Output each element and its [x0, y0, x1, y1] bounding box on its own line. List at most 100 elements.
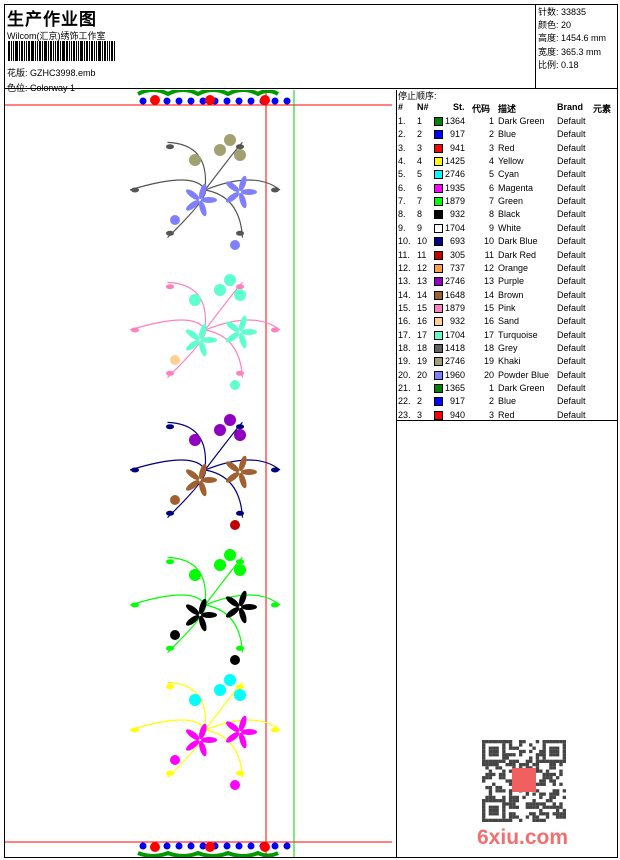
row-desc: Magenta [498, 182, 534, 193]
border-leaf [235, 97, 243, 105]
row-stitches: 693 [449, 236, 465, 247]
row-n: 19 [417, 356, 428, 367]
petal [201, 737, 217, 743]
info-height: 高度: 1454.6 mm [538, 33, 607, 44]
row-brand: Default [557, 409, 586, 420]
row-n: 9 [417, 222, 423, 233]
petal [239, 315, 247, 332]
color-swatch [434, 117, 443, 126]
design-label: 花版: [7, 68, 28, 78]
row-brand: Default [557, 182, 586, 193]
leaf [271, 327, 279, 333]
row-code: 14 [483, 289, 494, 300]
leaf [236, 770, 244, 776]
petal [186, 199, 200, 211]
color-swatch [434, 130, 443, 140]
row-n: 1 [417, 383, 423, 393]
bud [189, 434, 201, 446]
row-code: 13 [483, 276, 494, 287]
table-row: 6. 6 1935 6 Magenta Default [397, 182, 617, 195]
border-flower [205, 842, 215, 852]
vine [129, 179, 206, 191]
petal [186, 189, 200, 201]
border-scallop [137, 850, 279, 858]
row-code: 1 [488, 383, 494, 393]
row-n: 18 [417, 342, 428, 353]
small-flower [170, 355, 180, 365]
bud [214, 684, 226, 696]
petal [201, 337, 217, 343]
row-desc: Cyan [498, 169, 520, 180]
row-code: 10 [483, 236, 494, 247]
petal [199, 463, 207, 480]
table-row: 16. 16 932 16 Sand Default [397, 315, 617, 328]
petal [199, 200, 207, 217]
color-swatch [434, 157, 443, 167]
border-leaf [175, 842, 183, 850]
row-stitches: 1879 [444, 302, 465, 313]
vine [167, 421, 207, 471]
petal [239, 607, 247, 624]
row-stitches: 2746 [444, 276, 465, 287]
row-code: 11 [484, 249, 494, 260]
petal [241, 604, 257, 610]
design-file: 花版: GZHC3998.emb [7, 66, 96, 79]
leaf [166, 684, 174, 690]
row-desc: Blue [498, 129, 517, 140]
vine [204, 594, 281, 606]
table-row: 20. 20 1960 20 Powder Blue Default [397, 369, 617, 382]
row-idx: 14. [398, 289, 411, 300]
row-stitches: 1960 [444, 369, 465, 380]
border-scallop [137, 88, 280, 97]
table-row: 14. 14 1648 14 Brown Default [397, 289, 617, 302]
border-leaf [163, 842, 171, 850]
small-flower [230, 655, 240, 665]
petal [226, 191, 240, 203]
vine [204, 556, 243, 606]
small-flower [230, 240, 240, 250]
row-code: 3 [488, 409, 494, 420]
table-title: 停止顺序: [398, 91, 437, 101]
leaf [131, 602, 139, 608]
row-brand: Default [557, 369, 586, 380]
leaf [236, 144, 244, 150]
bud [189, 294, 201, 306]
border-leaf [187, 97, 195, 105]
color-swatch [434, 277, 443, 287]
row-brand: Default [557, 302, 586, 313]
col-elem: 元素 [593, 104, 612, 114]
border-leaf [199, 97, 207, 105]
color-swatch [434, 197, 443, 207]
bud [214, 284, 226, 296]
row-stitches: 1935 [444, 182, 465, 193]
row-n: 12 [417, 262, 428, 273]
row-code: 3 [488, 142, 494, 153]
row-brand: Default [557, 222, 586, 233]
petal [199, 723, 207, 740]
leaf [166, 645, 174, 651]
border-leaf [235, 842, 243, 850]
leaf [271, 467, 279, 473]
row-n: 6 [417, 182, 423, 193]
petal [201, 612, 217, 618]
vine [204, 421, 243, 471]
petal [241, 469, 257, 475]
row-idx: 23. [398, 409, 411, 420]
leaf [236, 370, 244, 376]
table-row: 13. 13 2746 13 Purple Default [397, 275, 617, 288]
row-desc: Dark Green [498, 116, 545, 126]
petal [186, 469, 200, 481]
bud [224, 134, 236, 146]
table-row: 23. 3 940 3 Red Default [397, 409, 617, 422]
petal [239, 472, 247, 489]
row-brand: Default [557, 156, 586, 167]
vine [204, 281, 243, 331]
petal [186, 339, 200, 351]
leaf [236, 510, 244, 516]
row-stitches: 305 [449, 249, 465, 260]
leaf [166, 510, 174, 516]
col-st: St. [453, 102, 465, 112]
row-n: 2 [417, 396, 423, 407]
petal [199, 323, 207, 340]
small-flower [230, 520, 240, 530]
